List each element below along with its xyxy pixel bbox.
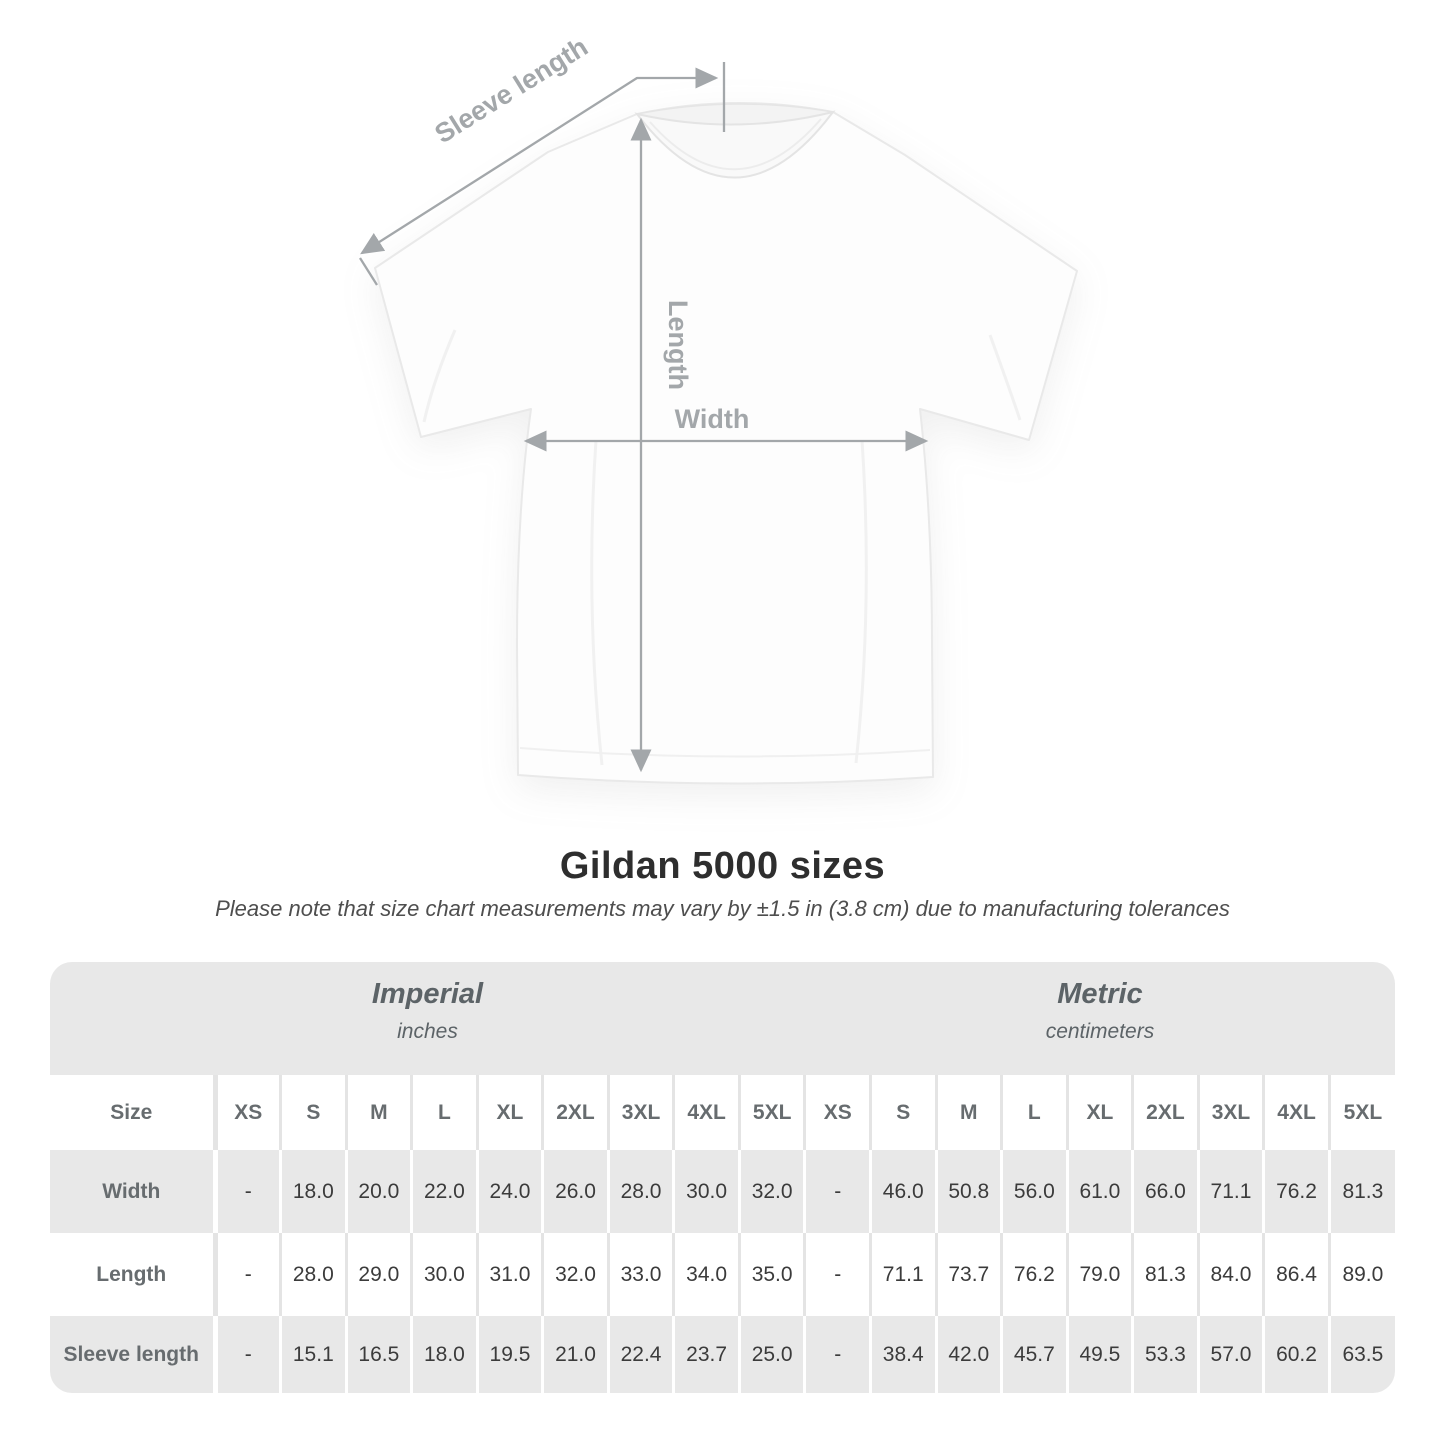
unit-group-metric: Metric centimeters: [804, 962, 1395, 1075]
row-label-sleeve-length: Sleeve length: [50, 1316, 215, 1393]
table-cell: 57.0: [1196, 1316, 1264, 1393]
table-cell: 21.0: [541, 1316, 609, 1393]
table-cell: -: [212, 1233, 281, 1316]
table-cell: -: [803, 1233, 871, 1316]
table-cell: 60.2: [1262, 1316, 1330, 1393]
table-cell: 15.1: [279, 1316, 347, 1393]
table-cell: 66.0: [1131, 1150, 1199, 1233]
table-cell: 35.0: [737, 1233, 805, 1316]
table-cell: 26.0: [541, 1150, 609, 1233]
table-cell: 25.0: [737, 1316, 805, 1393]
table-cell: -: [803, 1316, 871, 1393]
size-header-metric-xs: XS: [803, 1075, 871, 1150]
size-header-imperial-xs: XS: [212, 1075, 281, 1150]
table-cell: 22.4: [606, 1316, 674, 1393]
table-cell: 30.0: [410, 1233, 478, 1316]
size-header-metric-l: L: [1000, 1075, 1068, 1150]
size-header-metric-3xl: 3XL: [1196, 1075, 1264, 1150]
table-cell: 71.1: [868, 1233, 937, 1316]
sleeve-length-arrow: [360, 67, 719, 255]
size-header-metric-5xl: 5XL: [1327, 1075, 1395, 1150]
size-header-imperial-s: S: [279, 1075, 347, 1150]
table-cell: -: [212, 1150, 281, 1233]
table-cell: 23.7: [672, 1316, 740, 1393]
table-cell: 34.0: [672, 1233, 740, 1316]
table-cell: 32.0: [541, 1233, 609, 1316]
table-cell: 84.0: [1196, 1233, 1264, 1316]
table-cell: 81.3: [1131, 1233, 1199, 1316]
table-cell: 18.0: [410, 1316, 478, 1393]
table-cell: -: [212, 1316, 281, 1393]
size-header-metric-m: M: [934, 1075, 1002, 1150]
size-header-imperial-xl: XL: [475, 1075, 543, 1150]
unit-group-imperial: Imperial inches: [50, 962, 805, 1075]
table-cell: 31.0: [475, 1233, 543, 1316]
table-cell: 46.0: [868, 1150, 937, 1233]
table-cell: 18.0: [279, 1150, 347, 1233]
tshirt-graphic: [374, 101, 1078, 785]
table-cell: 76.2: [1262, 1150, 1330, 1233]
row-label-width: Width: [50, 1150, 215, 1233]
sleeve-length-label: Sleeve length: [429, 32, 593, 150]
table-cell: 86.4: [1262, 1233, 1330, 1316]
size-header-metric-2xl: 2XL: [1131, 1075, 1199, 1150]
page-title: Gildan 5000 sizes: [559, 845, 886, 887]
table-cell: 76.2: [1000, 1233, 1068, 1316]
table-cell: 29.0: [344, 1233, 412, 1316]
metric-label: Metric: [1057, 978, 1143, 1010]
table-cell: 19.5: [475, 1316, 543, 1393]
size-header-imperial-3xl: 3XL: [606, 1075, 674, 1150]
table-cell: 22.0: [410, 1150, 478, 1233]
table-cell: 89.0: [1327, 1233, 1395, 1316]
sleeve-tip-extension-line: [359, 257, 378, 286]
table-row-width: Width - 18.0 20.0 22.0 24.0 26.0 28.0 30…: [50, 1150, 1395, 1233]
table-cell: 63.5: [1327, 1316, 1395, 1393]
table-cell: 71.1: [1196, 1150, 1264, 1233]
table-cell: 50.8: [934, 1150, 1002, 1233]
table-cell: 32.0: [737, 1150, 805, 1233]
table-cell: 61.0: [1065, 1150, 1133, 1233]
table-cell: 56.0: [1000, 1150, 1068, 1233]
imperial-label: Imperial: [371, 978, 484, 1010]
size-header-imperial-5xl: 5XL: [737, 1075, 805, 1150]
table-cell: 28.0: [279, 1233, 347, 1316]
page-subtitle: Please note that size chart measurements…: [215, 896, 1230, 921]
table-cell: -: [803, 1150, 871, 1233]
table-cell: 38.4: [868, 1316, 937, 1393]
size-header-metric-xl: XL: [1065, 1075, 1133, 1150]
size-header-metric-4xl: 4XL: [1262, 1075, 1330, 1150]
table-row-sleeve-length: Sleeve length - 15.1 16.5 18.0 19.5 21.0…: [50, 1316, 1395, 1393]
length-label: Length: [663, 300, 693, 390]
table-cell: 53.3: [1131, 1316, 1199, 1393]
size-header-imperial-4xl: 4XL: [672, 1075, 740, 1150]
table-cell: 33.0: [606, 1233, 674, 1316]
table-cell: 81.3: [1327, 1150, 1395, 1233]
size-header-metric-s: S: [868, 1075, 937, 1150]
metric-sub-label: centimeters: [1045, 1020, 1155, 1043]
table-cell: 16.5: [344, 1316, 412, 1393]
size-table: Imperial inches Metric centimeters Size …: [50, 962, 1395, 1393]
unit-group-header-row: Imperial inches Metric centimeters: [50, 962, 1395, 1075]
imperial-sub-label: inches: [397, 1020, 458, 1043]
width-label: Width: [675, 404, 750, 434]
table-cell: 28.0: [606, 1150, 674, 1233]
size-header-imperial-l: L: [410, 1075, 478, 1150]
size-col-header: Size: [50, 1075, 215, 1150]
size-table-grid: Imperial inches Metric centimeters Size …: [50, 962, 1395, 1393]
table-cell: 30.0: [672, 1150, 740, 1233]
table-cell: 20.0: [344, 1150, 412, 1233]
table-cell: 79.0: [1065, 1233, 1133, 1316]
tshirt-measurement-diagram: Sleeve length Length Width: [359, 32, 1078, 785]
table-cell: 42.0: [934, 1316, 1002, 1393]
size-header-row: Size XS S M L XL 2XL 3XL 4XL 5XL XS S M …: [50, 1075, 1395, 1150]
size-header-imperial-2xl: 2XL: [541, 1075, 609, 1150]
table-cell: 45.7: [1000, 1316, 1068, 1393]
table-cell: 49.5: [1065, 1316, 1133, 1393]
table-cell: 24.0: [475, 1150, 543, 1233]
table-cell: 73.7: [934, 1233, 1002, 1316]
row-label-length: Length: [50, 1233, 215, 1316]
table-row-length: Length - 28.0 29.0 30.0 31.0 32.0 33.0 3…: [50, 1233, 1395, 1316]
size-header-imperial-m: M: [344, 1075, 412, 1150]
